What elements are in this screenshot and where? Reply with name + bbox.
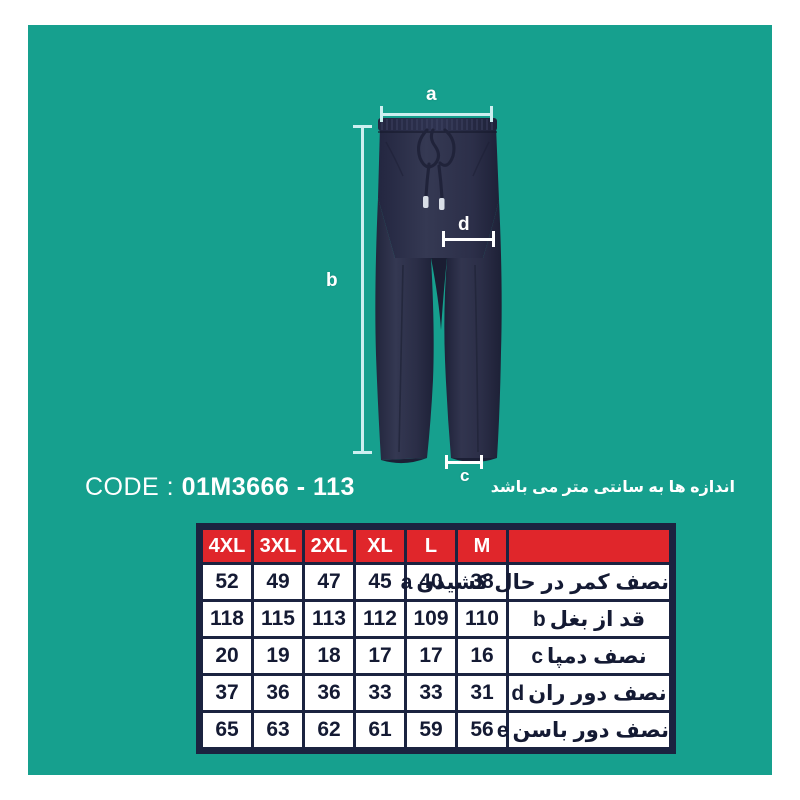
col-header-xl: XL (356, 530, 404, 562)
row-label-b-text: قد از بغل (549, 607, 646, 631)
col-header-m: M (458, 530, 506, 562)
product-code: CODE : 01M3666 - 113 (85, 473, 355, 502)
row-letter-a: a (400, 570, 413, 594)
row-letter-c: c (531, 644, 543, 668)
sweatpants-svg (375, 118, 502, 464)
col-header-2xl: 2XL (305, 530, 353, 562)
marker-a-label: a (426, 84, 437, 105)
cell-d-4xl: 37 (203, 676, 251, 710)
cell-d-xl: 33 (356, 676, 404, 710)
unit-note: اندازه ها به سانتی متر می باشد (490, 479, 735, 496)
cell-a-4xl: 52 (203, 565, 251, 599)
cell-b-m: 110 (458, 602, 506, 636)
marker-d-tick-right (492, 231, 495, 247)
row-label-d: نصف دور رانd (509, 676, 669, 710)
row-label-c: نصف دمپاc (509, 639, 669, 673)
cell-d-2xl: 36 (305, 676, 353, 710)
table-row: 118 115 113 112 109 110 قد از بغلb (203, 602, 669, 636)
row-letter-d: d (511, 681, 525, 705)
code-prefix: CODE : (85, 473, 175, 501)
cell-c-2xl: 18 (305, 639, 353, 673)
row-label-a: نصف کمر در حال کشیدنa (401, 565, 669, 599)
size-table: 4XL 3XL 2XL XL L M 52 49 47 45 (200, 527, 672, 750)
cell-b-2xl: 113 (305, 602, 353, 636)
cell-e-xl: 61 (356, 713, 404, 747)
cell-e-3xl: 63 (254, 713, 302, 747)
cell-d-m: 31 (458, 676, 506, 710)
cell-b-3xl: 115 (254, 602, 302, 636)
table-row: 52 49 47 45 40 38 نصف کمر در حال کشیدنa (203, 565, 669, 599)
marker-c-bar (445, 461, 483, 464)
cell-a-m: 38 (458, 565, 506, 599)
cell-e-4xl: 65 (203, 713, 251, 747)
row-letter-e: e (496, 718, 509, 742)
cell-c-4xl: 20 (203, 639, 251, 673)
marker-b-bar (361, 125, 364, 454)
cell-d-l: 33 (407, 676, 455, 710)
cell-c-m: 16 (458, 639, 506, 673)
cell-d-3xl: 36 (254, 676, 302, 710)
cell-e-2xl: 62 (305, 713, 353, 747)
row-label-b: قد از بغلb (509, 602, 669, 636)
marker-c-label: c (460, 466, 470, 485)
cell-c-xl: 17 (356, 639, 404, 673)
marker-b-tick-bottom (353, 451, 372, 454)
table-header-row: 4XL 3XL 2XL XL L M (203, 530, 669, 562)
row-label-d-text: نصف دور ران (528, 681, 667, 705)
size-table-container: 4XL 3XL 2XL XL L M 52 49 47 45 (196, 523, 676, 754)
marker-d-label: d (458, 214, 470, 235)
row-label-e-text: نصف دور باسن (512, 718, 670, 742)
size-table-body: 52 49 47 45 40 38 نصف کمر در حال کشیدنa … (203, 565, 669, 747)
row-letter-b: b (532, 607, 546, 631)
marker-b-label: b (326, 270, 338, 291)
table-row: 37 36 36 33 33 31 نصف دور رانd (203, 676, 669, 710)
cell-a-2xl: 47 (305, 565, 353, 599)
marker-a-bar (380, 113, 493, 116)
cell-e-m: 56 (458, 713, 506, 747)
size-table-head: 4XL 3XL 2XL XL L M (203, 530, 669, 562)
table-row: 20 19 18 17 17 16 نصف دمپاc (203, 639, 669, 673)
marker-c-tick-left (445, 455, 448, 469)
cell-c-3xl: 19 (254, 639, 302, 673)
cell-b-xl: 112 (356, 602, 404, 636)
marker-c-tick-right (480, 455, 483, 469)
row-label-c-text: نصف دمپا (547, 644, 647, 668)
marker-d-bar (442, 238, 495, 241)
cell-a-xl: 45 (356, 565, 404, 599)
teal-panel: a b d c CODE : 01M3666 - 113 اندازه ها ب… (28, 25, 772, 775)
row-label-a-text: نصف کمر در حال کشیدن (416, 570, 669, 594)
marker-d-tick-left (442, 231, 445, 247)
marker-a-tick-left (380, 106, 383, 122)
cell-a-l: 40 (407, 565, 455, 599)
cell-e-l: 59 (407, 713, 455, 747)
col-header-4xl: 4XL (203, 530, 251, 562)
col-header-3xl: 3XL (254, 530, 302, 562)
cell-a-3xl: 49 (254, 565, 302, 599)
cell-b-l: 109 (407, 602, 455, 636)
col-header-l: L (407, 530, 455, 562)
marker-b-tick-top (353, 125, 372, 128)
row-label-e: نصف دور باسنe (497, 713, 670, 747)
cell-c-l: 17 (407, 639, 455, 673)
marker-a-tick-right (490, 106, 493, 122)
code-value: 01M3666 - 113 (181, 473, 355, 501)
pants-illustration (323, 80, 573, 475)
table-row: 65 63 62 61 59 56 نصف دور باسنe (203, 713, 669, 747)
cell-b-4xl: 118 (203, 602, 251, 636)
col-header-measure (509, 530, 669, 562)
